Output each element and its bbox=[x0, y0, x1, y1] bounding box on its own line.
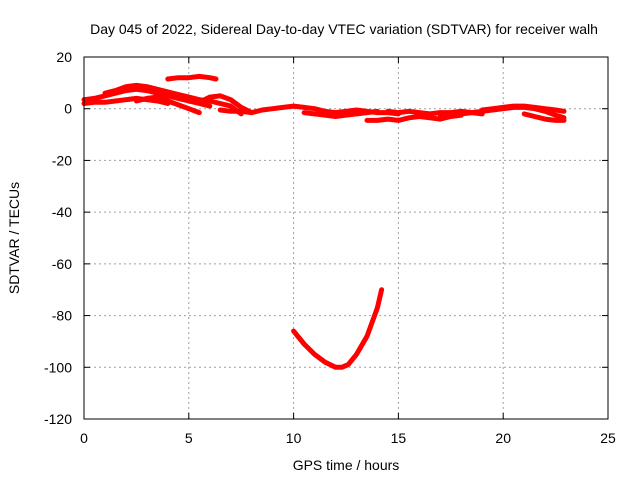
series-line-track-c bbox=[102, 82, 244, 117]
y-tick-label: 20 bbox=[56, 49, 72, 65]
x-tick-label: 5 bbox=[185, 430, 193, 446]
series-line-track-b bbox=[81, 95, 171, 106]
series-line-track-e bbox=[165, 73, 219, 82]
y-tick-label: -20 bbox=[52, 152, 72, 168]
y-tick-label: 0 bbox=[64, 101, 72, 117]
series-line-track-f bbox=[196, 93, 255, 116]
x-axis-label: GPS time / hours bbox=[293, 457, 400, 473]
series-line-track-d bbox=[133, 94, 202, 116]
y-axis-label: SDTVAR / TECUs bbox=[6, 182, 22, 294]
y-tick-label: -60 bbox=[52, 256, 72, 272]
series-line-track-m bbox=[521, 111, 567, 123]
y-tick-label: -120 bbox=[44, 411, 72, 427]
series-line-track-h bbox=[301, 108, 380, 119]
plot-frame bbox=[83, 56, 609, 420]
series-layer bbox=[81, 73, 567, 370]
series-line-track-a bbox=[81, 86, 213, 109]
y-tick-label: -100 bbox=[44, 359, 72, 375]
x-tick-label: 20 bbox=[495, 430, 511, 446]
x-tick-label: 15 bbox=[391, 430, 407, 446]
y-tick-label: -80 bbox=[52, 308, 72, 324]
series-line-track-l bbox=[479, 103, 567, 114]
x-tick-label: 0 bbox=[80, 430, 88, 446]
x-tick-label: 10 bbox=[286, 430, 302, 446]
series-line-track-anomaly bbox=[291, 287, 385, 370]
axis-ticks: 0 5 10 15 20 25 -120 -100 -80 -60 -40 -20 0 20 bbox=[44, 49, 616, 446]
x-tick-label: 25 bbox=[600, 430, 616, 446]
y-tick-label: -40 bbox=[52, 204, 72, 220]
chart-title: Day 045 of 2022, Sidereal Day-to-day VTE… bbox=[90, 21, 598, 37]
